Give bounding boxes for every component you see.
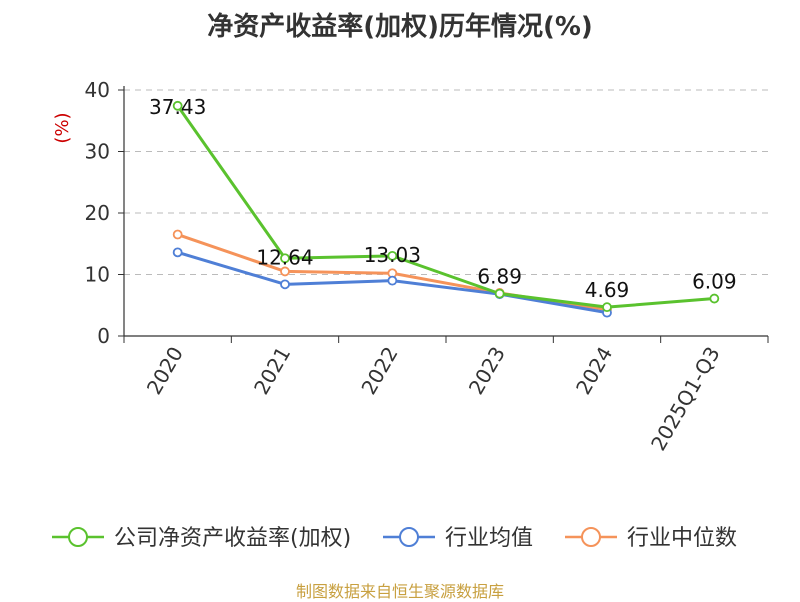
data-label-3: 6.89 xyxy=(477,265,522,289)
data-label-0: 37.43 xyxy=(149,95,206,119)
series-1-point-1 xyxy=(280,279,290,290)
series-2-point-0 xyxy=(172,229,183,240)
data-label-4: 4.69 xyxy=(585,278,630,302)
data-label-1: 12.64 xyxy=(256,245,313,269)
legend-label-1: 行业均值 xyxy=(445,526,533,551)
legend-label-0: 公司净资产收益率(加权) xyxy=(114,526,351,551)
chart-title: 净资产收益率(加权)历年情况(%) xyxy=(207,12,593,42)
series-2-point-1 xyxy=(280,266,290,277)
series-0-point-5 xyxy=(709,293,720,304)
series-0-point-0 xyxy=(172,100,183,111)
x-tick-label-5: 2025Q1-Q3 xyxy=(646,343,725,455)
y-tick-label-0: 0 xyxy=(97,324,110,348)
source-note: 制图数据来自恒生聚源数据库 xyxy=(295,582,504,601)
legend-marker-2 xyxy=(581,527,601,547)
legend-marker-0 xyxy=(68,527,88,547)
legend-label-2: 行业中位数 xyxy=(627,526,737,551)
x-tick-label-2: 2022 xyxy=(356,343,402,399)
grid-lines xyxy=(124,89,768,275)
x-tick-label-3: 2023 xyxy=(464,342,510,398)
series-1-point-2 xyxy=(387,275,398,286)
y-tick-label-10: 10 xyxy=(85,263,110,287)
y-axis-label: (%) xyxy=(52,112,73,143)
y-tick-label-40: 40 xyxy=(85,78,110,102)
series-0-point-2 xyxy=(387,250,398,261)
data-label-5: 6.09 xyxy=(692,270,737,294)
series-1-point-0 xyxy=(172,247,183,258)
series-0-point-1 xyxy=(280,253,290,264)
legend: 公司净资产收益率(加权) 行业均值 行业中位数 xyxy=(52,526,737,551)
x-tick-label-4: 2024 xyxy=(571,343,617,399)
series-0-point-4 xyxy=(602,302,612,313)
y-tick-label-20: 20 xyxy=(85,201,110,225)
series-lines xyxy=(172,100,720,318)
y-tick-label-30: 30 xyxy=(85,140,110,164)
x-tick-label-0: 2020 xyxy=(142,343,188,399)
legend-marker-1 xyxy=(399,527,419,547)
data-label-2: 13.03 xyxy=(364,243,421,267)
series-0-point-3 xyxy=(494,288,505,299)
x-tick-label-1: 2021 xyxy=(249,343,295,399)
series-line-0 xyxy=(176,104,715,309)
data-labels: 37.43 12.64 13.03 6.89 4.69 6.09 xyxy=(149,95,737,302)
